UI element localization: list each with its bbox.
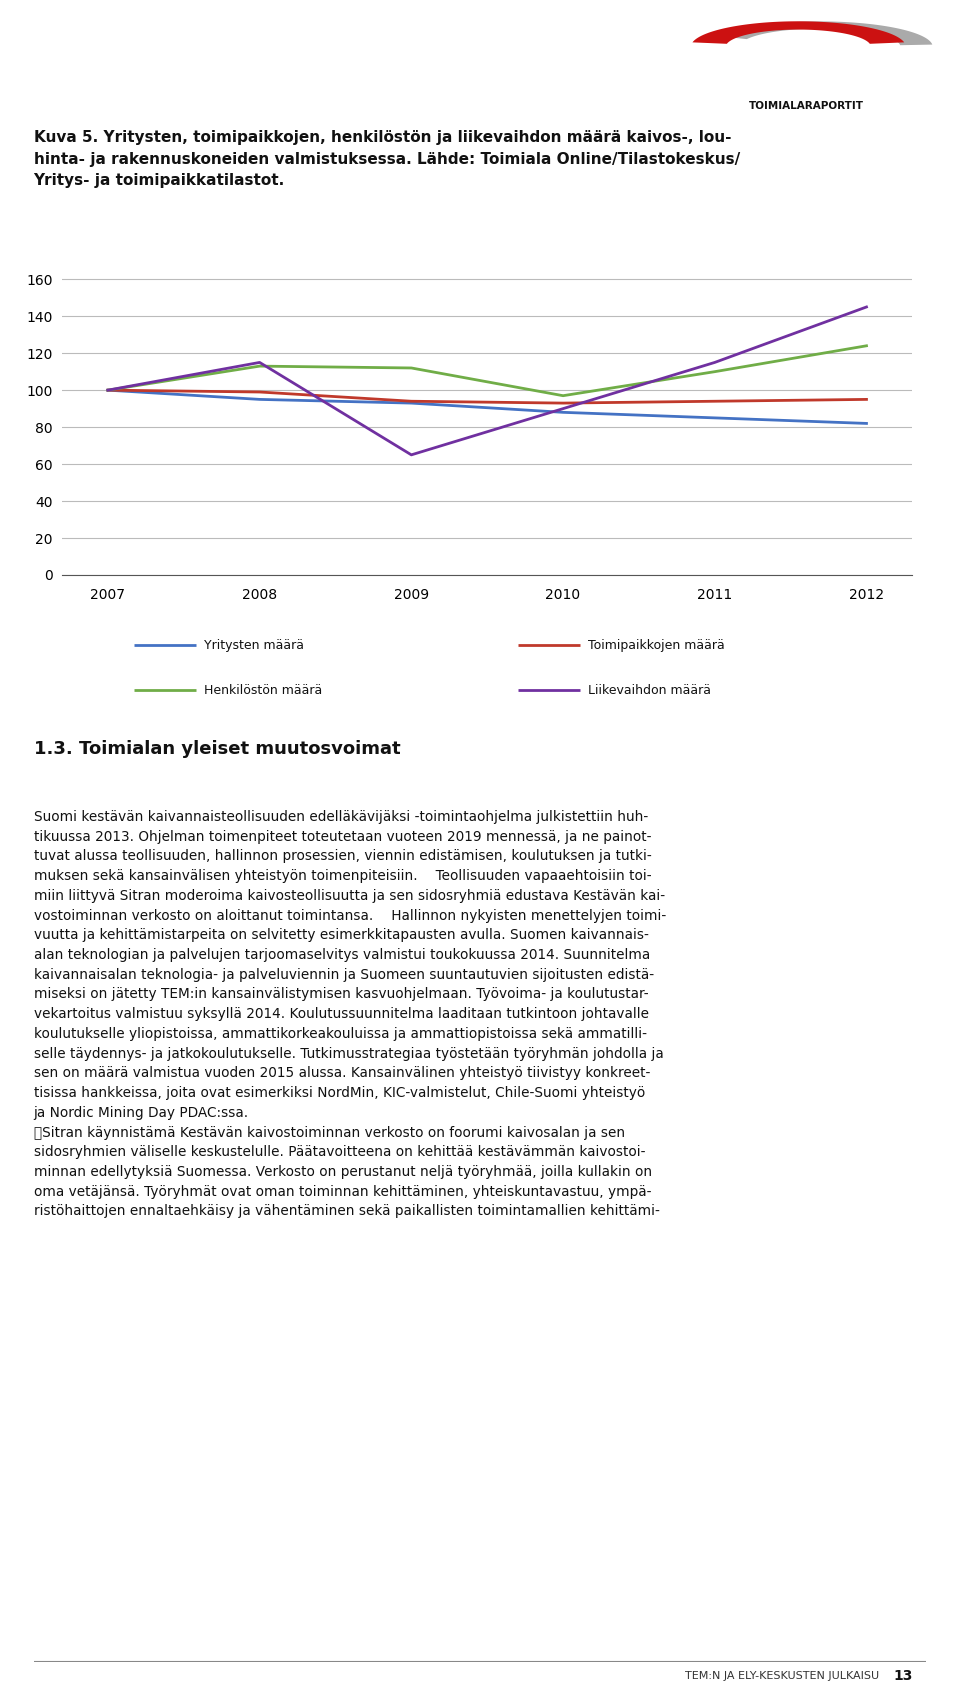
- Text: TOIMIALARAPORTIT: TOIMIALARAPORTIT: [749, 100, 864, 110]
- Text: 1.3. Toimialan yleiset muutosvoimat: 1.3. Toimialan yleiset muutosvoimat: [34, 741, 400, 758]
- Text: TEM:N JA ELY-KESKUSTEN JULKAISU: TEM:N JA ELY-KESKUSTEN JULKAISU: [685, 1671, 879, 1681]
- Text: Kuva 5. Yritysten, toimipaikkojen, henkilöstön ja liikevaihdon määrä kaivos-, lo: Kuva 5. Yritysten, toimipaikkojen, henki…: [34, 131, 740, 188]
- Text: Toimipaikkojen määrä: Toimipaikkojen määrä: [588, 639, 724, 651]
- Text: Yritysten määrä: Yritysten määrä: [204, 639, 303, 651]
- Text: Liikevaihdon määrä: Liikevaihdon määrä: [588, 683, 710, 697]
- Text: Suomi kestävän kaivannaisteollisuuden edelläkävijäksi -toimintaohjelma julkistet: Suomi kestävän kaivannaisteollisuuden ed…: [34, 810, 666, 1219]
- Polygon shape: [692, 22, 904, 44]
- Text: Henkilöstön määrä: Henkilöstön määrä: [204, 683, 322, 697]
- Text: 13: 13: [894, 1670, 913, 1683]
- Polygon shape: [717, 22, 932, 46]
